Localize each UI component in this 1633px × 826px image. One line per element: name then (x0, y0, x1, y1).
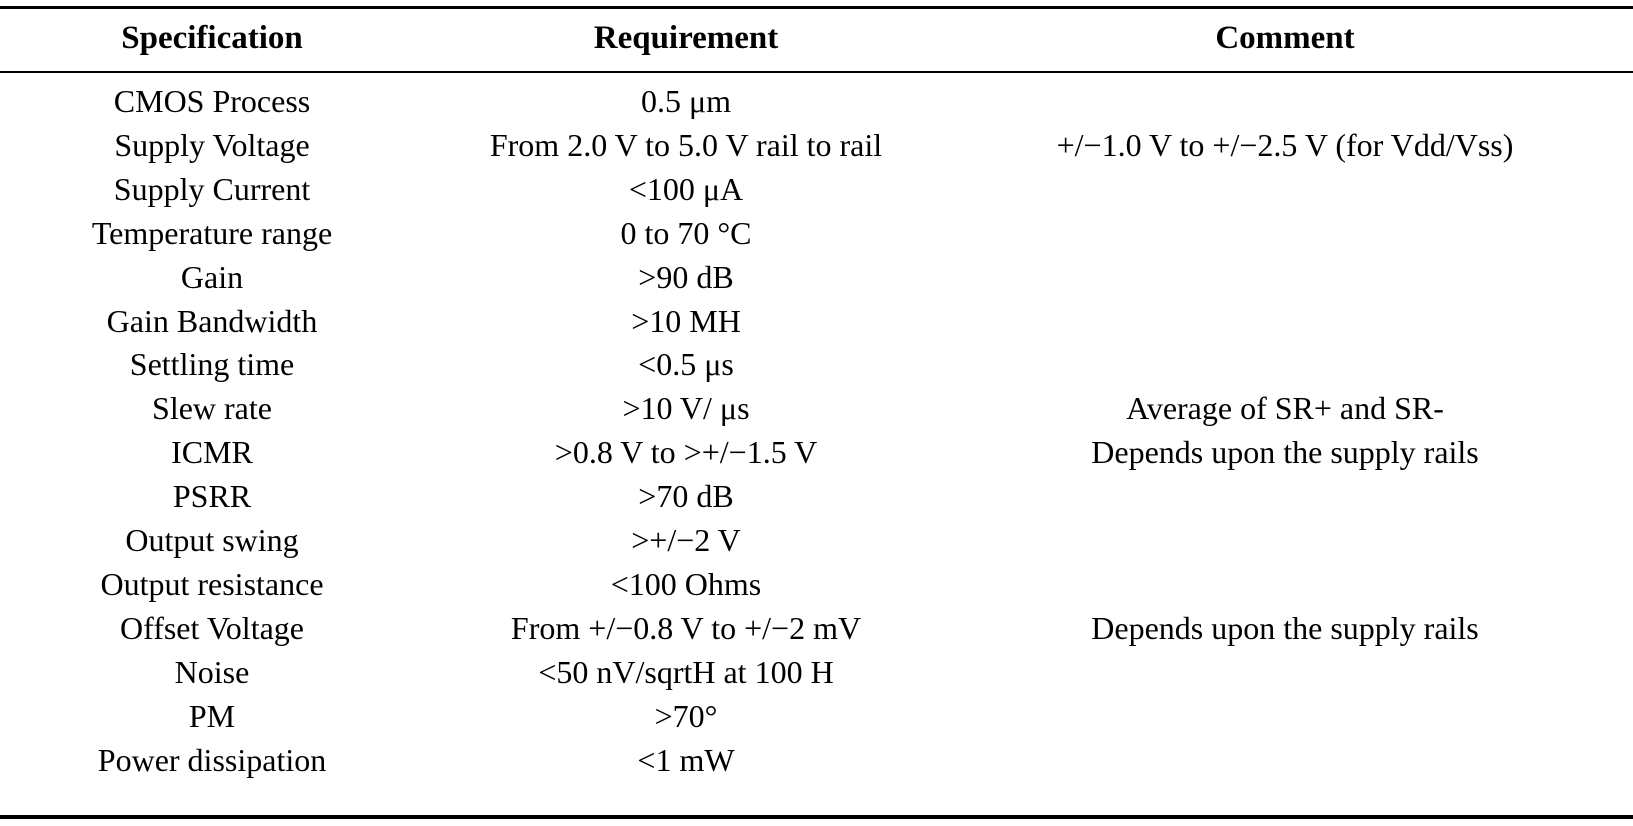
cell-comment (955, 255, 1615, 299)
table-header-row: Specification Requirement Comment (0, 16, 1633, 60)
table-row: Settling time <0.5 μs (0, 342, 1633, 386)
table-row: Gain Bandwidth >10 MH (0, 299, 1633, 343)
table-row: Power dissipation <1 mW (0, 738, 1633, 782)
cell-comment (955, 474, 1615, 518)
table-row: Slew rate >10 V/ μs Average of SR+ and SR- (0, 386, 1633, 430)
cell-specification: Supply Current (113, 170, 311, 207)
header-comment: Comment (1215, 20, 1355, 56)
cell-comment (955, 79, 1615, 123)
cell-comment (955, 562, 1615, 606)
header-requirement: Requirement (593, 20, 779, 56)
cell-specification: PM (188, 697, 236, 734)
cell-comment (955, 167, 1615, 211)
table-row: Temperature range 0 to 70 °C (0, 211, 1633, 255)
cell-comment: Depends upon the supply rails (1091, 434, 1479, 471)
cell-requirement: <50 nV/sqrtH at 100 H (538, 653, 834, 690)
table-row: Supply Current <100 μA (0, 167, 1633, 211)
cell-comment (955, 518, 1615, 562)
cell-specification: Noise (174, 653, 250, 690)
cell-specification: Supply Voltage (114, 126, 310, 163)
table-row: PM >70° (0, 694, 1633, 738)
cell-specification: Output swing (125, 522, 299, 558)
cell-specification: PSRR (172, 478, 252, 515)
cell-requirement: <1 mW (637, 741, 735, 778)
cell-comment (955, 694, 1615, 738)
table-row: ICMR >0.8 V to >+/−1.5 V Depends upon the … (0, 430, 1633, 474)
table-row: Offset Voltage From +/−0.8 V to +/−2 mV De… (0, 606, 1633, 650)
cell-specification: Temperature range (91, 214, 333, 251)
cell-requirement: >+/−2 V (631, 522, 741, 558)
table-row: Noise <50 nV/sqrtH at 100 H (0, 650, 1633, 694)
top-rule (0, 6, 1633, 9)
cell-comment: Average of SR+ and SR- (1126, 390, 1444, 427)
cell-requirement: <100 Ohms (610, 565, 762, 602)
table-row: Output swing >+/−2 V (0, 518, 1633, 562)
cell-specification: CMOS Process (113, 83, 311, 119)
cell-specification: Slew rate (152, 390, 272, 427)
cell-requirement: >10 V/ μs (622, 390, 750, 427)
cell-specification: Power dissipation (97, 741, 327, 778)
cell-requirement: From 2.0 V to 5.0 V rail to rail (489, 126, 883, 163)
cell-specification: Output resistance (100, 565, 324, 602)
cell-requirement: >90 dB (638, 258, 734, 295)
cell-requirement: <0.5 μs (638, 346, 734, 383)
cell-requirement: 0.5 μm (640, 83, 732, 119)
bottom-rule (0, 815, 1633, 819)
cell-requirement: >70° (654, 697, 718, 734)
cell-comment (955, 299, 1615, 343)
cell-requirement: 0 to 70 °C (620, 214, 752, 251)
table-row: Output resistance <100 Ohms (0, 562, 1633, 606)
cell-requirement: >0.8 V to >+/−1.5 V (554, 434, 818, 471)
cell-comment (955, 342, 1615, 386)
header-specification: Specification (121, 20, 303, 56)
cell-comment (955, 650, 1615, 694)
table-row: CMOS Process 0.5 μm (0, 79, 1633, 123)
cell-comment: +/−1.0 V to +/−2.5 V (for Vdd/Vss) (1056, 126, 1514, 163)
cell-specification: Gain (180, 258, 244, 295)
table-row: PSRR >70 dB (0, 474, 1633, 518)
cell-specification: ICMR (171, 434, 253, 471)
cell-comment (955, 738, 1615, 782)
cell-comment: Depends upon the supply rails (1091, 609, 1479, 646)
table-row: Gain >90 dB (0, 255, 1633, 299)
cell-requirement: >10 MH (631, 302, 741, 339)
cell-requirement: >70 dB (638, 478, 734, 515)
cell-requirement: <100 μA (628, 170, 744, 207)
cell-requirement: From +/−0.8 V to +/−2 mV (510, 609, 862, 646)
cell-comment (955, 211, 1615, 255)
cell-specification: Gain Bandwidth (106, 302, 318, 339)
table-row: Supply Voltage From 2.0 V to 5.0 V rail t… (0, 123, 1633, 167)
cell-specification: Settling time (129, 346, 295, 383)
header-rule (0, 71, 1633, 73)
cell-specification: Offset Voltage (120, 609, 304, 646)
